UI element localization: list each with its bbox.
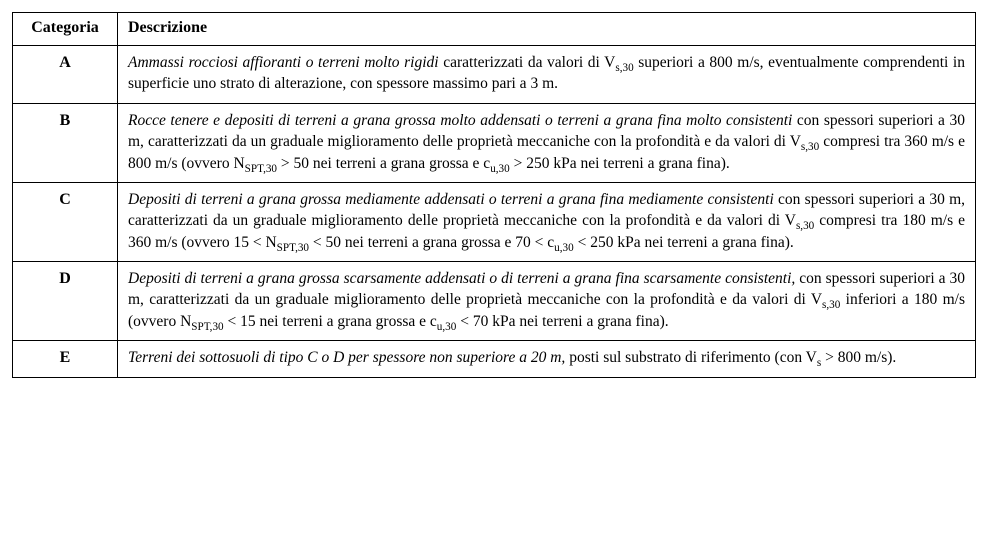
soil-category-table: Categoria Descrizione A Ammassi rocciosi … — [12, 12, 976, 378]
description-cell: Depositi di terreni a grana grossa scars… — [118, 262, 976, 341]
description-lead: Ammassi rocciosi affioranti o terreni mo… — [128, 54, 439, 71]
table-row: C Depositi di terreni a grana grossa medi… — [13, 182, 976, 261]
category-cell: E — [13, 341, 118, 377]
table-row: A Ammassi rocciosi affioranti o terreni m… — [13, 46, 976, 104]
table-body: A Ammassi rocciosi affioranti o terreni m… — [13, 46, 976, 378]
table-row: D Depositi di terreni a grana grossa scar… — [13, 262, 976, 341]
description-lead: Depositi di terreni a grana grossa media… — [128, 191, 774, 208]
category-cell: C — [13, 182, 118, 261]
description-cell: Terreni dei sottosuoli di tipo C o D per… — [118, 341, 976, 377]
description-lead: Rocce tenere e depositi di terreni a gra… — [128, 112, 792, 129]
description-lead: Terreni dei sottosuoli di tipo C o D per… — [128, 349, 565, 366]
description-cell: Ammassi rocciosi affioranti o terreni mo… — [118, 46, 976, 104]
header-descrizione: Descrizione — [118, 13, 976, 46]
category-cell: A — [13, 46, 118, 104]
description-lead: Depositi di terreni a grana grossa scars… — [128, 270, 795, 287]
category-cell: D — [13, 262, 118, 341]
description-cell: Rocce tenere e depositi di terreni a gra… — [118, 103, 976, 182]
header-categoria: Categoria — [13, 13, 118, 46]
table-row: B Rocce tenere e depositi di terreni a gr… — [13, 103, 976, 182]
description-cell: Depositi di terreni a grana grossa media… — [118, 182, 976, 261]
table-header-row: Categoria Descrizione — [13, 13, 976, 46]
category-cell: B — [13, 103, 118, 182]
table-row: E Terreni dei sottosuoli di tipo C o D pe… — [13, 341, 976, 377]
description-body: posti sul substrato di riferimento (con … — [565, 349, 896, 366]
